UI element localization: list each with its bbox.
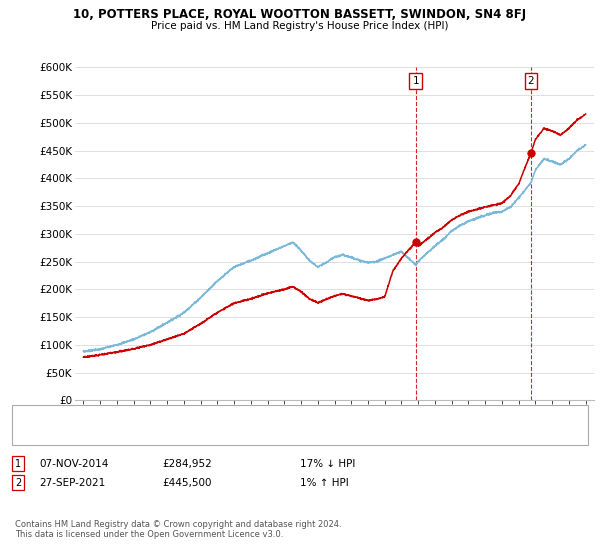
- Text: 27-SEP-2021: 27-SEP-2021: [39, 478, 105, 488]
- Text: 1% ↑ HPI: 1% ↑ HPI: [300, 478, 349, 488]
- Text: £284,952: £284,952: [162, 459, 212, 469]
- Text: Contains HM Land Registry data © Crown copyright and database right 2024.
This d: Contains HM Land Registry data © Crown c…: [15, 520, 341, 539]
- Text: 2: 2: [15, 478, 21, 488]
- Point: [526, 148, 536, 157]
- Text: 17% ↓ HPI: 17% ↓ HPI: [300, 459, 355, 469]
- Text: HPI: Average price, detached house, Wiltshire: HPI: Average price, detached house, Wilt…: [49, 424, 256, 433]
- Text: Price paid vs. HM Land Registry's House Price Index (HPI): Price paid vs. HM Land Registry's House …: [151, 21, 449, 31]
- Text: £445,500: £445,500: [162, 478, 212, 488]
- Text: 10, POTTERS PLACE, ROYAL WOOTTON BASSETT, SWINDON, SN4 8FJ (detached house): 10, POTTERS PLACE, ROYAL WOOTTON BASSETT…: [49, 411, 439, 420]
- Text: 1: 1: [15, 459, 21, 469]
- Text: 1: 1: [412, 76, 419, 86]
- Text: 10, POTTERS PLACE, ROYAL WOOTTON BASSETT, SWINDON, SN4 8FJ: 10, POTTERS PLACE, ROYAL WOOTTON BASSETT…: [73, 8, 527, 21]
- Text: 07-NOV-2014: 07-NOV-2014: [39, 459, 109, 469]
- Point: [411, 237, 421, 246]
- Text: 2: 2: [527, 76, 534, 86]
